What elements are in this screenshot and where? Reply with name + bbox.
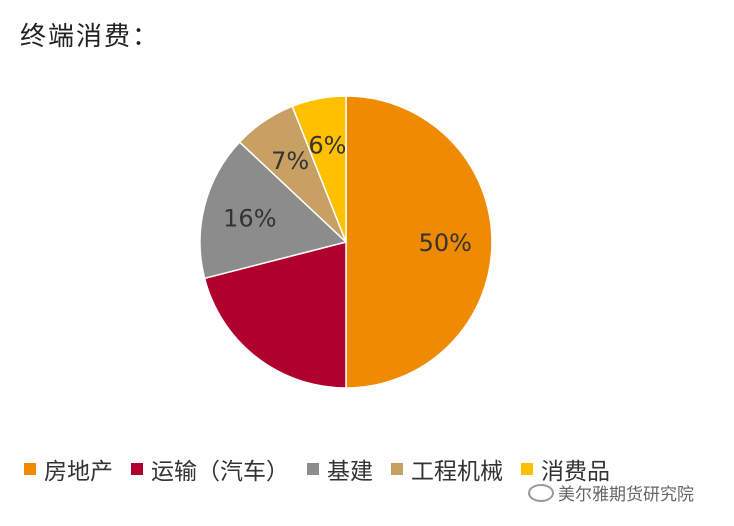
legend-swatch [391,463,403,475]
chart-title: 终端消费： [20,22,161,52]
legend-swatch [24,463,36,475]
legend-label: 基建 [327,459,373,485]
legend-label: 运输（汽车） [151,459,289,485]
watermark-text: 美尔雅期货研究院 [558,485,694,505]
legend-swatch [131,463,143,475]
legend-swatch [521,463,533,475]
legend-swatch [307,463,319,475]
slice-consumer-goods [291,95,347,243]
legend-item-consumer-goods: 消费品 [521,452,610,486]
watermark: 美尔雅期货研究院 [528,480,694,505]
slice-label: 6% [308,131,346,159]
slice-transport [203,241,347,389]
legend-label: 工程机械 [411,459,503,485]
legend-label: 消费品 [541,459,610,485]
legend-item-real-estate: 房地产 [24,452,113,486]
slice-label: 16% [223,204,276,232]
legend-label: 房地产 [44,459,113,485]
slice-infrastructure [199,140,348,280]
slice-real-estate [345,95,493,389]
legend-item-infrastructure: 基建 [307,452,373,486]
legend-item-machinery: 工程机械 [391,452,503,486]
slice-label: 7% [271,147,309,175]
legend: 房地产 运输（汽车） 基建 工程机械 消费品 [24,452,628,486]
legend-item-transport: 运输（汽车） [131,452,289,486]
slice-label: 50% [419,229,472,257]
wechat-icon [528,483,554,502]
